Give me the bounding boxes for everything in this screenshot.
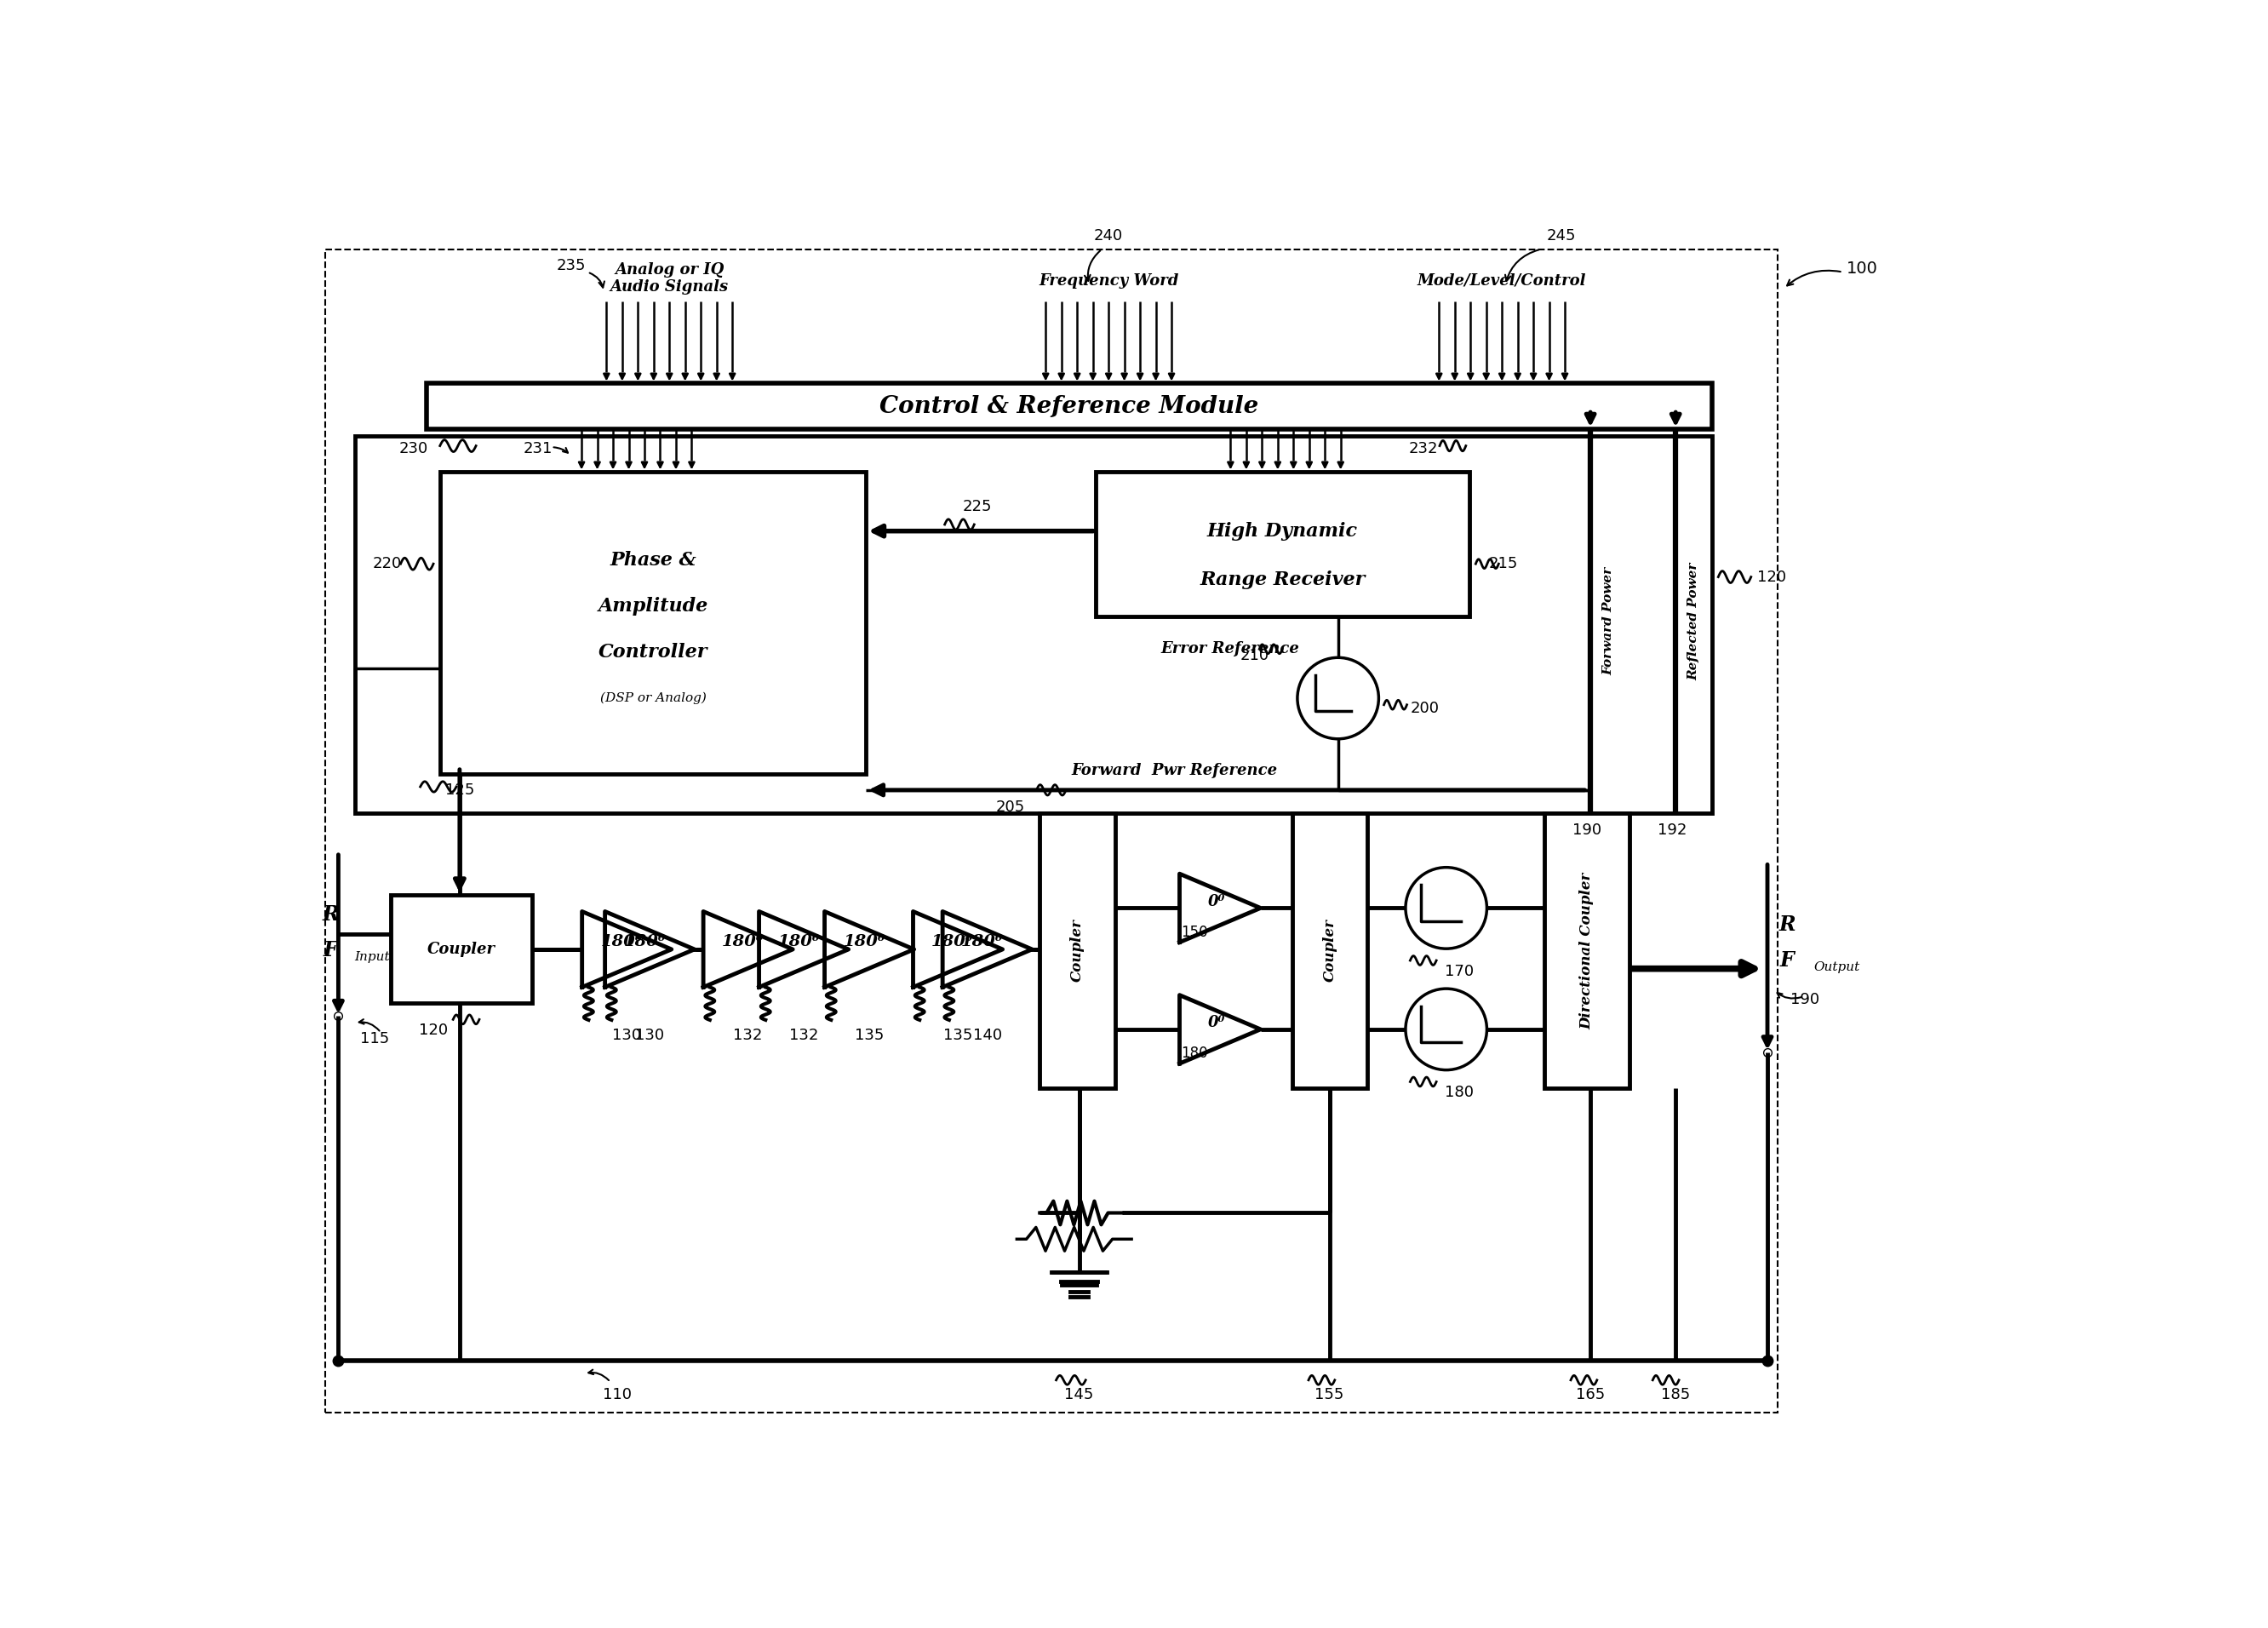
Text: 132: 132 [733, 1027, 762, 1044]
Text: 180⁰: 180⁰ [844, 934, 885, 949]
Text: 180⁰: 180⁰ [932, 934, 973, 949]
Text: 135: 135 [943, 1027, 973, 1044]
Polygon shape [703, 912, 794, 987]
Text: Reflected Power: Reflected Power [1687, 562, 1699, 681]
Text: 232: 232 [1408, 441, 1438, 457]
Text: 190: 190 [1789, 991, 1819, 1008]
Text: 180⁰: 180⁰ [962, 934, 1002, 949]
Text: 130: 130 [612, 1027, 642, 1044]
Text: 110: 110 [603, 1387, 631, 1402]
Text: 192: 192 [1658, 822, 1687, 838]
Text: 170: 170 [1445, 964, 1474, 978]
Text: R: R [1778, 915, 1796, 934]
Text: Error Reference: Error Reference [1161, 641, 1300, 656]
Text: Coupler: Coupler [1070, 920, 1084, 982]
Text: 231: 231 [524, 441, 553, 457]
Text: 180⁰: 180⁰ [601, 934, 642, 949]
Text: 220: 220 [372, 557, 401, 571]
Text: 190: 190 [1572, 822, 1601, 838]
Text: 185: 185 [1660, 1387, 1690, 1402]
Text: 180⁰: 180⁰ [624, 934, 665, 949]
Bar [1545, 812, 1631, 1089]
Text: R: R [322, 905, 338, 925]
Text: Mode/Level/Control: Mode/Level/Control [1418, 274, 1585, 288]
Text: Analog or IQ
Audio Signals: Analog or IQ Audio Signals [610, 262, 728, 295]
Text: 140: 140 [973, 1027, 1002, 1044]
Text: 0⁰: 0⁰ [1209, 1016, 1225, 1031]
Text: 210: 210 [1241, 648, 1268, 663]
Bar [1095, 472, 1470, 617]
Text: Forward  Pwr Reference: Forward Pwr Reference [1070, 764, 1277, 778]
Polygon shape [943, 912, 1032, 987]
Polygon shape [583, 912, 671, 987]
Text: Frequency Word: Frequency Word [1039, 274, 1179, 288]
Text: Range Receiver: Range Receiver [1200, 571, 1365, 589]
Text: 150: 150 [1182, 925, 1207, 939]
Bar [1293, 812, 1368, 1089]
Text: 180: 180 [1445, 1084, 1474, 1101]
Text: 120: 120 [420, 1022, 447, 1039]
Text: (DSP or Analog): (DSP or Analog) [599, 692, 705, 705]
Text: 100: 100 [1846, 260, 1878, 277]
Text: 225: 225 [964, 500, 991, 514]
Text: Coupler: Coupler [426, 941, 494, 957]
Text: 200: 200 [1411, 700, 1440, 716]
Bar [324, 249, 1778, 1413]
Text: Controller: Controller [599, 643, 708, 661]
Text: Forward Power: Forward Power [1601, 567, 1615, 676]
Text: Input: Input [354, 951, 390, 964]
Polygon shape [760, 912, 848, 987]
Text: 130: 130 [635, 1027, 665, 1044]
Text: F: F [1780, 951, 1794, 970]
Text: 215: 215 [1488, 557, 1517, 571]
Text: Output: Output [1814, 961, 1860, 974]
Text: 180: 180 [1182, 1045, 1207, 1061]
Polygon shape [1179, 995, 1261, 1063]
Bar [390, 895, 531, 1003]
Bar [440, 472, 866, 773]
Polygon shape [826, 912, 914, 987]
Text: 165: 165 [1576, 1387, 1606, 1402]
Text: 155: 155 [1315, 1387, 1345, 1402]
Text: Control & Reference Module: Control & Reference Module [880, 396, 1259, 418]
Text: 235: 235 [556, 257, 585, 274]
Bar [354, 436, 1712, 812]
Text: 125: 125 [445, 783, 474, 798]
Text: 145: 145 [1064, 1387, 1093, 1402]
Bar [426, 384, 1712, 430]
Text: 230: 230 [399, 441, 429, 457]
Polygon shape [914, 912, 1002, 987]
Text: Directional Coupler: Directional Coupler [1581, 873, 1594, 1029]
Text: F: F [324, 941, 338, 961]
Text: Phase &: Phase & [610, 552, 696, 570]
Text: 115: 115 [361, 1032, 390, 1047]
Polygon shape [1179, 874, 1261, 943]
Text: Amplitude: Amplitude [599, 597, 708, 615]
Text: 240: 240 [1093, 228, 1123, 244]
Polygon shape [606, 912, 694, 987]
Text: 135: 135 [855, 1027, 885, 1044]
Bar [1039, 812, 1116, 1089]
Text: 180⁰: 180⁰ [778, 934, 819, 949]
Text: 180⁰: 180⁰ [721, 934, 764, 949]
Text: 132: 132 [789, 1027, 819, 1044]
Text: 245: 245 [1547, 228, 1576, 244]
Text: High Dynamic: High Dynamic [1207, 521, 1359, 540]
Text: 0⁰: 0⁰ [1209, 894, 1225, 908]
Text: 120: 120 [1758, 570, 1787, 584]
Text: Coupler: Coupler [1322, 920, 1338, 982]
Text: 205: 205 [996, 799, 1025, 816]
